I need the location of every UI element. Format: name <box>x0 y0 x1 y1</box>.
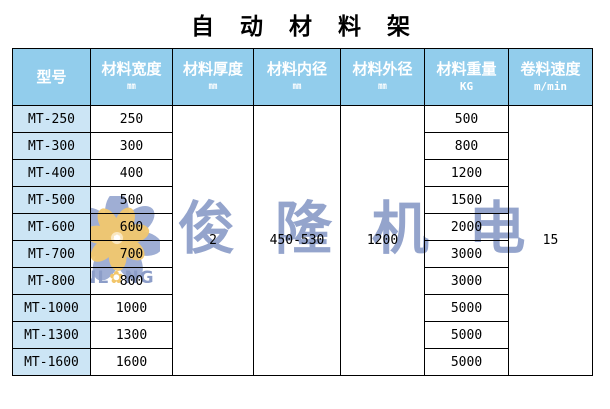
column-header-outer-diameter-unit: mm <box>378 81 387 92</box>
cell-weight: 5000 <box>424 321 509 349</box>
cell-model: MT-400 <box>12 159 91 187</box>
column-header-outer-diameter: 材料外径 mm <box>340 48 425 106</box>
column-header-speed-label: 卷料速度 <box>520 60 581 78</box>
cell-width: 700 <box>90 240 173 268</box>
cell-model: MT-250 <box>12 105 91 133</box>
cell-weight: 2000 <box>424 213 509 241</box>
cell-model: MT-600 <box>12 213 91 241</box>
cell-thickness-merged: 2 <box>172 105 254 376</box>
table-row: MT-250 250 2 450-530 1200 500 15 <box>12 105 593 376</box>
spec-table: 型号 材料宽度 mm 材料厚度 mm 材料内径 mm 材料外径 mm <box>12 48 593 376</box>
spec-table-body: MT-250 250 2 450-530 1200 500 15 MT-300 … <box>12 105 593 376</box>
column-header-outer-diameter-label: 材料外径 <box>352 60 413 78</box>
column-header-width-unit: mm <box>127 81 136 92</box>
cell-model: MT-800 <box>12 267 91 295</box>
cell-weight: 3000 <box>424 240 509 268</box>
cell-weight: 500 <box>424 105 509 133</box>
cell-weight: 3000 <box>424 267 509 295</box>
cell-outer-diameter-merged: 1200 <box>340 105 425 376</box>
cell-weight: 1200 <box>424 159 509 187</box>
column-header-inner-diameter: 材料内径 mm <box>253 48 341 106</box>
cell-width: 1300 <box>90 321 173 349</box>
cell-model: MT-300 <box>12 132 91 160</box>
column-header-width-label: 材料宽度 <box>101 60 162 78</box>
column-header-speed-unit: m/min <box>533 80 568 93</box>
column-header-model: 型号 <box>12 48 91 106</box>
cell-model: MT-700 <box>12 240 91 268</box>
cell-speed-merged: 15 <box>508 105 593 376</box>
column-header-weight-unit: KG <box>459 80 474 93</box>
cell-width: 1600 <box>90 348 173 376</box>
cell-width: 500 <box>90 186 173 214</box>
column-header-weight: 材料重量 KG <box>424 48 509 106</box>
column-header-weight-label: 材料重量 <box>436 60 497 78</box>
column-header-thickness-label: 材料厚度 <box>182 60 243 78</box>
table-row: MT-300 300 800 <box>12 132 593 160</box>
cell-model: MT-500 <box>12 186 91 214</box>
column-header-inner-diameter-unit: mm <box>292 81 302 92</box>
cell-model: MT-1600 <box>12 348 91 376</box>
table-header-row: 型号 材料宽度 mm 材料厚度 mm 材料内径 mm 材料外径 mm <box>12 48 593 106</box>
cell-width: 600 <box>90 213 173 241</box>
column-header-thickness-unit: mm <box>208 81 218 92</box>
column-header-speed: 卷料速度 m/min <box>508 48 593 106</box>
table-row: MT-1300 1300 5000 <box>12 321 593 349</box>
column-header-width: 材料宽度 mm <box>90 48 173 106</box>
spec-table-container: 型号 材料宽度 mm 材料厚度 mm 材料内径 mm 材料外径 mm <box>12 48 593 376</box>
cell-width: 800 <box>90 267 173 295</box>
column-header-inner-diameter-label: 材料内径 <box>266 60 327 78</box>
cell-weight: 5000 <box>424 348 509 376</box>
cell-weight: 800 <box>424 132 509 160</box>
cell-model: MT-1300 <box>12 321 91 349</box>
cell-weight: 5000 <box>424 294 509 322</box>
cell-width: 250 <box>90 105 173 133</box>
column-header-model-label: 型号 <box>36 67 67 86</box>
cell-width: 1000 <box>90 294 173 322</box>
table-row: MT-1600 1600 5000 <box>12 348 593 376</box>
cell-width: 300 <box>90 132 173 160</box>
column-header-thickness: 材料厚度 mm <box>172 48 254 106</box>
cell-weight: 1500 <box>424 186 509 214</box>
cell-width: 400 <box>90 159 173 187</box>
cell-inner-diameter-merged: 450-530 <box>253 105 341 376</box>
cell-model: MT-1000 <box>12 294 91 322</box>
page-title: 自 动 材 料 架 <box>190 14 420 40</box>
